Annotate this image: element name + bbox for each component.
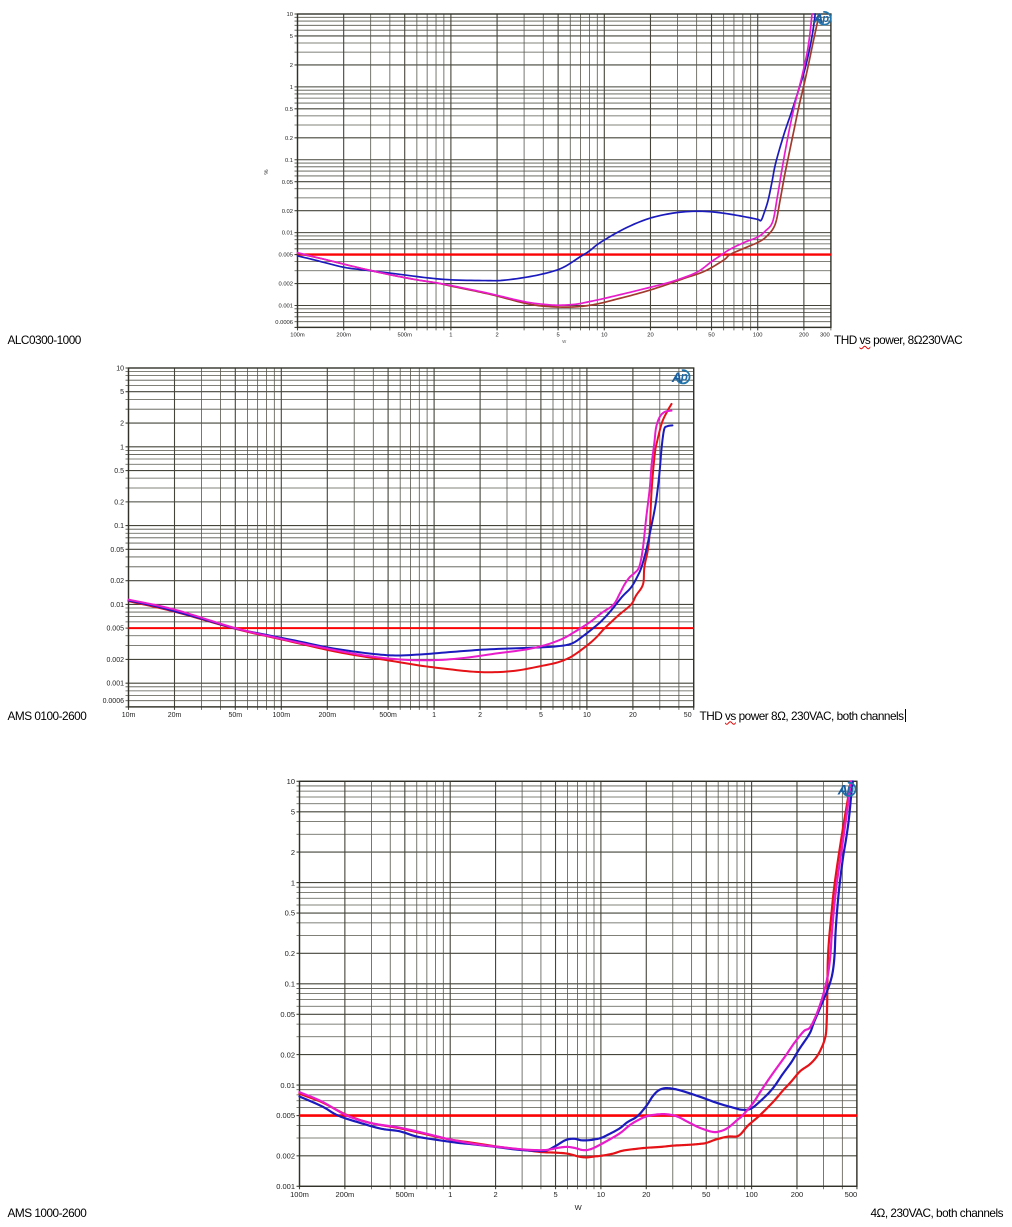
svg-text:50: 50 — [684, 712, 692, 719]
svg-text:1: 1 — [120, 444, 124, 451]
svg-text:20: 20 — [642, 1190, 650, 1199]
svg-text:2: 2 — [291, 848, 295, 857]
svg-text:10m: 10m — [122, 712, 136, 719]
svg-text:5: 5 — [539, 712, 543, 719]
svg-text:0.001: 0.001 — [106, 681, 124, 688]
svg-text:0.05: 0.05 — [280, 1010, 295, 1019]
svg-text:0.1: 0.1 — [285, 980, 295, 989]
svg-text:200: 200 — [799, 333, 809, 339]
svg-text:w: w — [561, 339, 566, 345]
svg-text:1: 1 — [432, 712, 436, 719]
svg-text:0.02: 0.02 — [110, 578, 124, 585]
svg-text:0.002: 0.002 — [106, 657, 124, 664]
svg-text:10: 10 — [601, 333, 607, 339]
svg-text:100m: 100m — [290, 1190, 309, 1199]
svg-text:0.002: 0.002 — [276, 1152, 295, 1161]
svg-text:300: 300 — [820, 333, 830, 339]
svg-text:50: 50 — [702, 1190, 710, 1199]
svg-text:0.5: 0.5 — [285, 107, 293, 113]
svg-text:500: 500 — [845, 1190, 858, 1199]
svg-text:0.02: 0.02 — [280, 1050, 295, 1059]
svg-text:50: 50 — [708, 333, 714, 339]
svg-text:20m: 20m — [168, 712, 182, 719]
svg-text:10: 10 — [583, 712, 591, 719]
svg-text:A: A — [671, 370, 682, 386]
svg-text:500m: 500m — [379, 712, 397, 719]
svg-text:100: 100 — [745, 1190, 758, 1199]
svg-text:200m: 200m — [319, 712, 337, 719]
svg-text:1: 1 — [291, 878, 295, 887]
svg-text:0.0006: 0.0006 — [275, 320, 293, 326]
svg-text:p: p — [821, 13, 829, 25]
svg-text:p: p — [680, 371, 688, 384]
svg-text:0.001: 0.001 — [278, 304, 293, 310]
svg-text:0.2: 0.2 — [114, 499, 124, 506]
svg-text:%: % — [264, 169, 270, 174]
svg-text:100m: 100m — [290, 333, 305, 339]
svg-text:0.02: 0.02 — [282, 209, 293, 215]
svg-text:1: 1 — [449, 333, 452, 339]
svg-text:0.005: 0.005 — [278, 253, 293, 259]
svg-text:5: 5 — [557, 333, 560, 339]
svg-text:1: 1 — [448, 1190, 452, 1199]
svg-text:0.0006: 0.0006 — [103, 698, 125, 705]
svg-text:500m: 500m — [397, 333, 412, 339]
svg-text:5: 5 — [553, 1190, 557, 1199]
svg-text:0.05: 0.05 — [110, 547, 124, 554]
svg-text:0.005: 0.005 — [106, 626, 124, 633]
svg-text:2: 2 — [478, 712, 482, 719]
svg-text:20: 20 — [647, 333, 653, 339]
svg-text:200: 200 — [791, 1190, 804, 1199]
svg-text:10: 10 — [116, 366, 124, 373]
svg-text:10: 10 — [287, 777, 295, 786]
svg-text:200m: 200m — [336, 333, 351, 339]
svg-text:500m: 500m — [395, 1190, 414, 1199]
svg-text:100: 100 — [753, 333, 763, 339]
svg-text:5: 5 — [120, 389, 124, 396]
svg-text:0.5: 0.5 — [114, 468, 124, 475]
svg-text:W: W — [575, 1203, 583, 1212]
svg-text:0.001: 0.001 — [276, 1182, 295, 1191]
svg-text:0.2: 0.2 — [285, 949, 295, 958]
svg-text:0.1: 0.1 — [114, 523, 124, 530]
svg-text:200m: 200m — [335, 1190, 354, 1199]
svg-text:5: 5 — [291, 807, 295, 816]
svg-text:10: 10 — [597, 1190, 605, 1199]
svg-text:20: 20 — [629, 712, 637, 719]
svg-text:0.01: 0.01 — [280, 1081, 295, 1090]
svg-text:2: 2 — [120, 421, 124, 428]
svg-text:0.1: 0.1 — [285, 158, 293, 164]
svg-text:0.002: 0.002 — [278, 282, 293, 288]
svg-text:5: 5 — [290, 34, 293, 40]
svg-text:0.005: 0.005 — [276, 1111, 295, 1120]
svg-text:2: 2 — [290, 63, 293, 69]
svg-text:A: A — [837, 782, 848, 798]
svg-text:1: 1 — [290, 85, 293, 91]
svg-text:100m: 100m — [273, 712, 291, 719]
svg-text:50m: 50m — [228, 712, 242, 719]
svg-text:p: p — [846, 783, 854, 796]
svg-text:A: A — [813, 11, 824, 26]
svg-text:0.5: 0.5 — [285, 909, 295, 918]
svg-text:0.01: 0.01 — [110, 602, 124, 609]
svg-text:10: 10 — [287, 12, 293, 18]
svg-text:0.05: 0.05 — [282, 180, 293, 186]
svg-text:2: 2 — [495, 333, 498, 339]
svg-text:0.2: 0.2 — [285, 136, 293, 142]
svg-text:2: 2 — [493, 1190, 497, 1199]
svg-text:0.01: 0.01 — [282, 231, 293, 237]
